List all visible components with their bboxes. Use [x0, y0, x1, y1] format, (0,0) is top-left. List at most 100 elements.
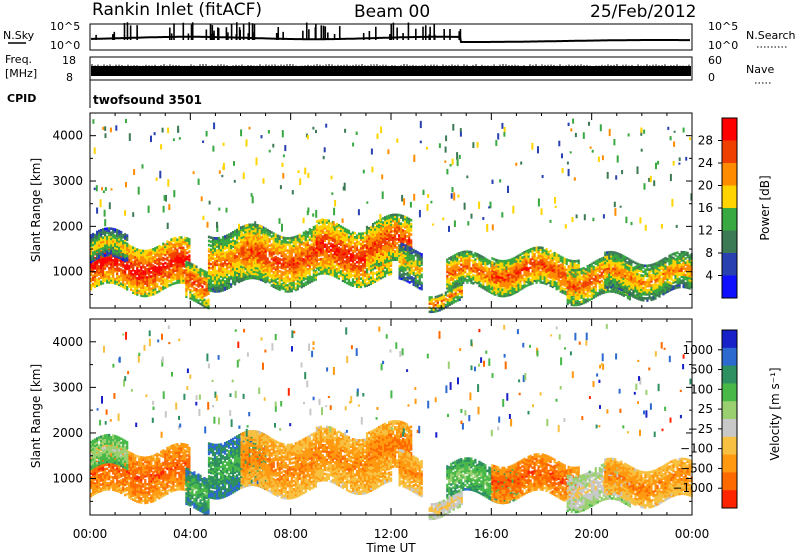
heatmap-cell: [108, 227, 110, 230]
heatmap-cell: [207, 299, 209, 302]
heatmap-cell: [390, 239, 392, 242]
heatmap-cell: [102, 236, 104, 239]
heatmap-cell: [203, 299, 205, 302]
heatmap-cell: [447, 290, 449, 293]
heatmap-cell: [269, 261, 271, 264]
heatmap-cell: [92, 251, 94, 254]
heatmap-cell: [168, 241, 170, 244]
heatmap-cell: [203, 289, 205, 292]
heatmap-cell: [378, 232, 380, 235]
heatmap-cell: [249, 224, 251, 227]
heatmap-cell: [178, 236, 180, 239]
heatmap-cell: [253, 242, 255, 245]
heatmap-cell: [94, 246, 96, 249]
heatmap-cell: [281, 283, 283, 286]
heatmap-cell: [193, 264, 195, 267]
heatmap-cell: [287, 237, 289, 240]
heatmap-cell: [338, 247, 340, 250]
heatmap-cell: [441, 294, 443, 297]
heatmap-cell: [407, 272, 409, 275]
heatmap-cell: [273, 257, 275, 260]
heatmap-cell: [144, 287, 146, 290]
heatmap-cell: [261, 232, 263, 235]
heatmap-cell: [443, 303, 445, 306]
freq-trace: [91, 66, 691, 76]
heatmap-cell: [303, 258, 305, 261]
heatmap-cell: [340, 225, 342, 228]
heatmap-cell: [144, 250, 146, 253]
heatmap-cell: [307, 276, 309, 279]
heatmap-cell: [122, 234, 124, 237]
heatmap-cell: [376, 221, 378, 224]
heatmap-cell: [364, 236, 366, 239]
heatmap-cell: [437, 310, 439, 313]
heatmap-cell: [287, 284, 289, 287]
heatmap-cell: [417, 280, 419, 283]
heatmap-cell: [100, 229, 102, 232]
heatmap-cell: [160, 262, 162, 265]
heatmap-cell: [261, 254, 263, 257]
heatmap-cell: [415, 272, 417, 275]
heatmap-cell: [330, 243, 332, 246]
heatmap-cell: [208, 236, 210, 239]
heatmap-cell: [295, 236, 297, 239]
heatmap-cell: [249, 244, 251, 247]
heatmap-cell: [435, 296, 437, 299]
heatmap-cell: [407, 245, 409, 248]
heatmap-cell: [293, 236, 295, 239]
heatmap-cell: [164, 266, 166, 269]
heatmap-cell: [366, 282, 368, 285]
heatmap-cell: [311, 229, 313, 232]
heatmap-cell: [326, 225, 328, 228]
heatmap-cell: [92, 262, 94, 265]
heatmap-cell: [273, 232, 275, 235]
heatmap-cell: [224, 268, 226, 271]
heatmap-cell: [132, 247, 134, 250]
heatmap-cell: [421, 274, 423, 277]
heatmap-cell: [342, 226, 344, 229]
freq-trace-edge: [92, 64, 689, 66]
heatmap-cell: [126, 234, 128, 237]
heatmap-cell: [390, 259, 392, 262]
heatmap-cell: [210, 245, 212, 248]
heatmap-cell: [191, 294, 193, 297]
heatmap-cell: [124, 283, 126, 286]
heatmap-cell: [203, 270, 205, 273]
heatmap-cell: [98, 242, 100, 245]
heatmap-cell: [130, 270, 132, 273]
heatmap-cell: [178, 253, 180, 256]
heatmap-cell: [410, 223, 412, 226]
heatmap-cell: [344, 273, 346, 276]
heatmap-cell: [191, 263, 193, 266]
heatmap-cell: [378, 248, 380, 251]
heatmap-cell: [174, 237, 176, 240]
heatmap-cell: [156, 246, 158, 249]
heatmap-cell: [120, 268, 122, 271]
heatmap-cell: [360, 265, 362, 268]
heatmap-cell: [170, 238, 172, 241]
heatmap-cell: [230, 240, 232, 243]
heatmap-cell: [287, 255, 289, 258]
heatmap-cell: [445, 292, 447, 295]
heatmap-cell: [226, 234, 228, 237]
heatmap-cell: [399, 244, 401, 247]
heatmap-cell: [354, 281, 356, 284]
heatmap-cell: [356, 265, 358, 268]
heatmap-cell: [116, 229, 118, 232]
heatmap-cell: [283, 277, 285, 280]
heatmap-cell: [140, 249, 142, 252]
heatmap-cell: [92, 274, 94, 277]
heatmap-cell: [234, 240, 236, 243]
heatmap-cell: [189, 289, 191, 292]
heatmap-cell: [176, 239, 178, 242]
heatmap-cell: [360, 282, 362, 285]
heatmap-cell: [216, 249, 218, 252]
heatmap-cell: [96, 231, 98, 234]
heatmap-cell: [338, 263, 340, 266]
heatmap-cell: [108, 250, 110, 253]
heatmap-cell: [106, 227, 108, 230]
heatmap-cell: [309, 228, 311, 231]
heatmap-cell: [162, 257, 164, 260]
heatmap-cell: [114, 228, 116, 231]
heatmap-cell: [257, 230, 259, 233]
